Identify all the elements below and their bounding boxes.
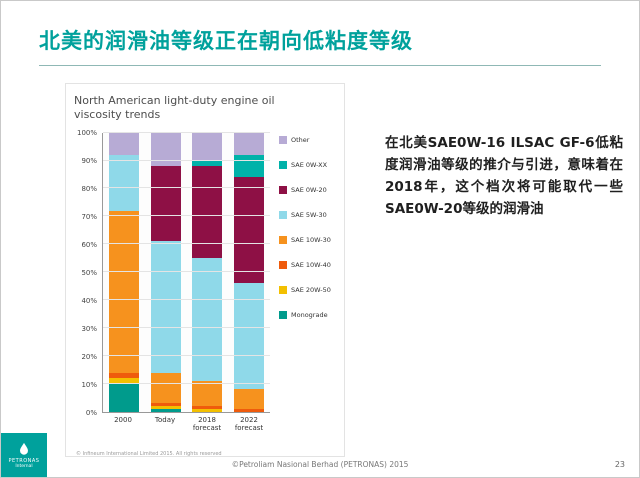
gridline	[103, 243, 270, 245]
y-tick-label: 90%	[81, 156, 97, 165]
x-labels: 2000 Today 2018 forecast 2022 forecast	[102, 416, 270, 434]
bar-segment	[234, 389, 265, 409]
legend-label: Monograde	[291, 310, 328, 319]
bar-segment	[234, 154, 265, 178]
bar-segment	[108, 210, 139, 373]
bar-segment	[108, 378, 139, 384]
y-tick-label: 50%	[81, 268, 97, 277]
bar-segment	[150, 403, 181, 406]
petronas-logo-block: PETRONAS Internal	[1, 433, 47, 477]
gridline	[103, 354, 270, 356]
legend-label: SAE 0W-XX	[291, 160, 328, 169]
legend-swatch	[279, 135, 287, 144]
y-tick-label: 0%	[85, 408, 97, 417]
bar-segment	[192, 132, 223, 161]
legend-label: SAE 20W-50	[291, 285, 331, 294]
legend-item: SAE 0W-XX	[279, 160, 338, 170]
stacked-bar-2018-forecast	[192, 132, 223, 412]
bars-row	[103, 132, 270, 412]
page-number: 23	[614, 460, 625, 469]
bar-segment	[234, 132, 265, 155]
legend-swatch	[279, 185, 287, 194]
bar-segment	[234, 177, 265, 284]
gridline	[103, 187, 270, 189]
legend: Other SAE 0W-XX SAE 0W-20 SAE 5W-30 SAE 10W-…	[270, 133, 338, 413]
bar-segment	[108, 383, 139, 412]
petronas-drop-icon	[20, 442, 28, 455]
gridline	[103, 382, 270, 384]
legend-item: SAE 20W-50	[279, 285, 338, 295]
legend-swatch	[279, 210, 287, 219]
bar-segment	[108, 154, 139, 211]
gridline	[103, 326, 270, 328]
gridline	[103, 131, 270, 133]
bar-segment	[192, 408, 223, 412]
y-tick-label: 100%	[76, 128, 97, 137]
legend-label: SAE 0W-20	[291, 185, 327, 194]
legend-item: Other	[279, 135, 338, 145]
legend-swatch	[279, 160, 287, 169]
gridline	[103, 299, 270, 300]
logo-text-internal: Internal	[15, 463, 33, 469]
footer-copyright: ©Petroliam Nasional Berhad (PETRONAS) 20…	[231, 460, 409, 469]
bar-segment	[234, 408, 265, 412]
y-tick-label: 40%	[81, 296, 97, 305]
body-text: 在北美SAE0W-16 ILSAC GF-6低粘度润滑油等级的推介与引进，意味着…	[385, 135, 623, 217]
y-axis: 100% 90% 80% 70% 60% 50% 40% 30% 20% 10% 0%	[74, 129, 102, 417]
gridline	[103, 271, 270, 273]
legend-swatch	[279, 310, 287, 319]
legend-item: SAE 10W-40	[279, 260, 338, 270]
y-tick-label: 30%	[81, 324, 97, 333]
bar-segment	[150, 132, 181, 167]
bar-segment	[150, 408, 181, 412]
logo-text-petronas: PETRONAS	[8, 457, 40, 464]
viscosity-trends-chart: North American light-duty engine oil vis…	[65, 83, 345, 457]
legend-item: SAE 0W-20	[279, 185, 338, 195]
x-tick-label: 2000	[114, 415, 132, 424]
bar-segment	[150, 241, 181, 373]
bar-segment	[192, 380, 223, 406]
y-tick-label: 60%	[81, 240, 97, 249]
chart-footnote: © Infineum International Limited 2015. A…	[76, 451, 222, 458]
plot-wrap: 100% 90% 80% 70% 60% 50% 40% 30% 20% 10% 0% Other S…	[74, 129, 338, 417]
stacked-bar-today	[150, 132, 181, 412]
stacked-bar-2000	[108, 132, 139, 412]
y-tick-label: 20%	[81, 352, 97, 361]
bar-segment	[192, 160, 223, 167]
bar-segment	[108, 372, 139, 379]
legend-label: Other	[291, 135, 310, 144]
bar-segment	[192, 166, 223, 259]
x-tick-label: 2018 forecast	[192, 415, 222, 433]
stacked-bar-2022-forecast	[234, 132, 265, 412]
legend-item: SAE 10W-30	[279, 235, 338, 245]
bar-segment	[192, 405, 223, 409]
plot-area	[102, 131, 270, 413]
bar-segment	[150, 372, 181, 404]
legend-label: SAE 5W-30	[291, 210, 327, 219]
legend-item: SAE 5W-30	[279, 210, 338, 220]
legend-label: SAE 10W-40	[291, 260, 331, 269]
bar-segment	[234, 283, 265, 390]
bar-segment	[108, 132, 139, 155]
title-divider	[39, 65, 601, 66]
gridline	[103, 159, 270, 161]
x-tick-label: 2022 forecast	[234, 415, 264, 433]
legend-swatch	[279, 260, 287, 269]
chart-title: North American light-duty engine oil vis…	[74, 94, 275, 122]
gridline	[103, 215, 270, 217]
legend-item: Monograde	[279, 310, 338, 320]
y-tick-label: 10%	[81, 380, 97, 389]
y-tick-label: 70%	[81, 212, 97, 221]
bar-segment	[150, 166, 181, 242]
legend-swatch	[279, 235, 287, 244]
legend-label: SAE 10W-30	[291, 235, 331, 244]
legend-swatch	[279, 285, 287, 294]
bar-segment	[192, 258, 223, 381]
bar-segment	[150, 405, 181, 409]
x-tick-label: Today	[154, 415, 176, 424]
page-title: 北美的润滑油等级正在朝向低粘度等级	[39, 29, 413, 53]
y-tick-label: 80%	[81, 184, 97, 193]
